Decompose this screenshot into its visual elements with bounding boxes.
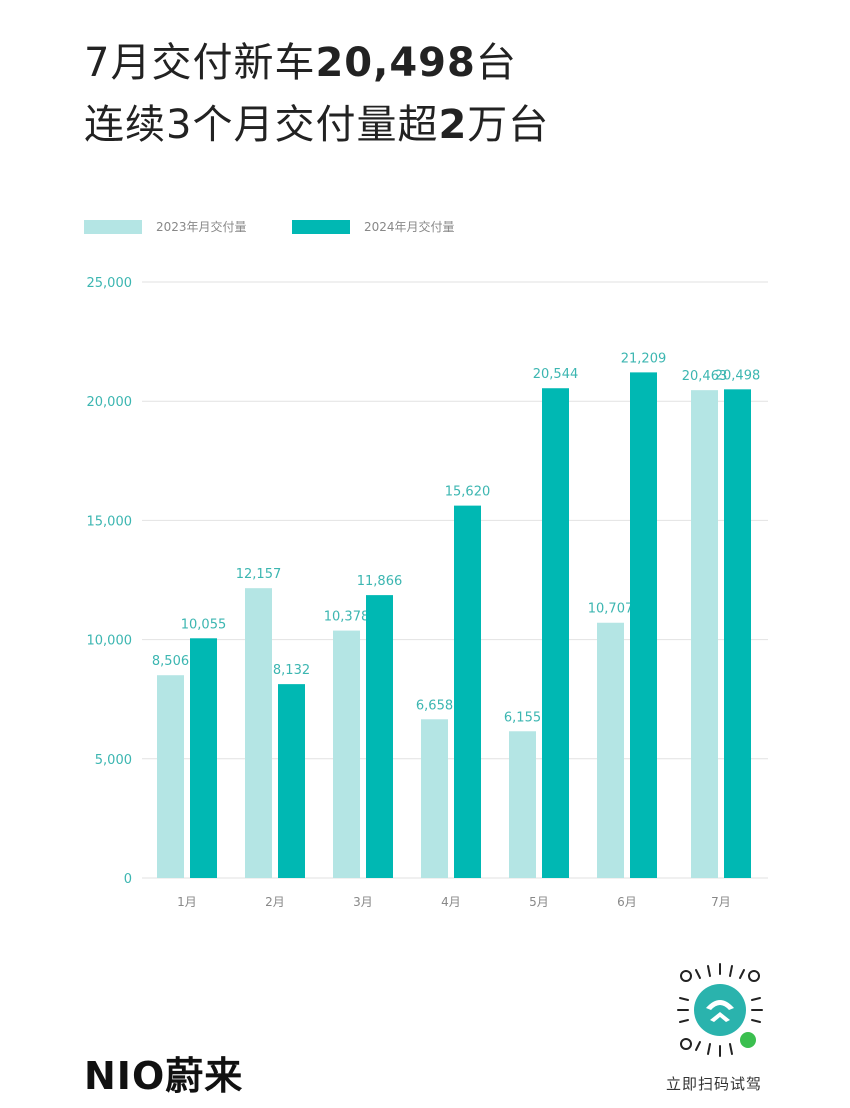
bar-2024 — [542, 388, 569, 878]
headline-text: 万台 — [467, 102, 550, 148]
x-tick-label: 4月 — [441, 895, 461, 909]
bar-2024 — [630, 372, 657, 878]
y-tick-label: 25,000 — [87, 276, 133, 291]
headline-line-1: 7月交付新车20,498台 — [84, 30, 517, 88]
nio-logo: NIO蔚来 — [84, 1054, 244, 1098]
legend-label: 2023年月交付量 — [156, 220, 247, 234]
y-tick-label: 0 — [124, 872, 132, 887]
data-label: 20,498 — [715, 368, 761, 383]
bar-2024 — [454, 505, 481, 878]
data-label: 20,544 — [533, 367, 579, 382]
bar-2024 — [724, 389, 751, 878]
bar-2023 — [421, 719, 448, 878]
legend-label: 2024年月交付量 — [364, 220, 455, 234]
data-label: 11,866 — [357, 574, 403, 589]
x-tick-label: 3月 — [353, 895, 373, 909]
bar-2023 — [245, 588, 272, 878]
data-label: 6,658 — [416, 698, 453, 713]
qr-caption: 立即扫码试驾 — [666, 1075, 763, 1093]
legend-swatch — [292, 219, 350, 234]
data-label: 20,463 — [682, 369, 728, 384]
x-tick-label: 1月 — [177, 895, 197, 909]
headline-text: 连续3个月交付量超 — [84, 102, 439, 148]
bar-2023 — [333, 630, 360, 878]
x-tick-label: 2月 — [265, 895, 285, 909]
bar-2023 — [691, 390, 718, 878]
headline-number: 20,498 — [315, 40, 476, 86]
data-label: 6,155 — [504, 710, 541, 725]
data-label: 10,055 — [181, 617, 227, 632]
headline-text: 台 — [475, 40, 517, 86]
bar-2024 — [278, 684, 305, 878]
data-label: 12,157 — [236, 567, 282, 582]
y-tick-label: 20,000 — [87, 395, 133, 410]
y-tick-label: 5,000 — [95, 753, 132, 768]
data-label: 10,707 — [588, 602, 634, 617]
headline-text: 7月交付新车 — [84, 40, 316, 86]
x-tick-label: 7月 — [711, 895, 731, 909]
headline-number: 2 — [438, 102, 468, 148]
data-label: 21,209 — [621, 351, 667, 366]
legend-swatch — [84, 219, 142, 234]
bar-2023 — [597, 622, 624, 878]
bar-2024 — [366, 595, 393, 878]
data-label: 8,506 — [152, 654, 189, 669]
bar-2023 — [509, 731, 536, 878]
qr-code-icon — [677, 963, 763, 1057]
x-tick-label: 6月 — [617, 895, 637, 909]
data-label: 15,620 — [445, 485, 491, 500]
data-label: 10,378 — [324, 610, 370, 625]
headline-line-2: 连续3个月交付量超2万台 — [84, 92, 549, 150]
y-tick-label: 15,000 — [87, 514, 133, 529]
bar-2024 — [190, 638, 217, 878]
legend-item-2024: 2024年月交付量 — [292, 218, 455, 235]
x-tick-label: 5月 — [529, 895, 549, 909]
data-label: 8,132 — [273, 663, 310, 678]
bar-2023 — [157, 675, 184, 878]
y-tick-label: 10,000 — [87, 634, 133, 649]
legend-item-2023: 2023年月交付量 — [84, 218, 247, 235]
